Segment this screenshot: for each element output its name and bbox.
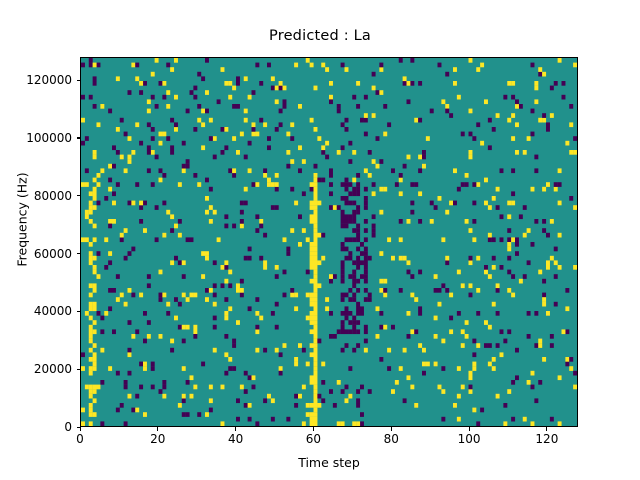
y-tick-mark [76,79,80,81]
y-tick-mark [76,426,80,428]
x-tick-label: 100 [457,432,481,446]
x-tick-label: 40 [227,432,244,446]
y-tick-mark [76,310,80,312]
x-tick-mark [546,427,548,431]
heatmap-axes [80,57,578,427]
x-tick-mark [390,427,392,431]
x-tick-mark [157,427,159,431]
y-tick-mark [76,253,80,255]
y-tick-label: 20000 [33,362,72,377]
x-tick-label: 0 [76,432,84,446]
x-tick-mark [312,427,315,431]
x-axis-label: Time step [298,455,360,470]
y-tick-mark [76,195,80,197]
y-tick-mark [76,137,80,139]
x-tick-label: 120 [535,432,559,446]
y-tick-label: 80000 [33,188,72,203]
y-tick-label: 60000 [33,246,72,261]
y-axis-label: Frequency (Hz) [14,172,30,267]
heatmap-image [81,58,577,426]
x-tick-label: 60 [305,432,322,446]
y-tick-label: 100000 [26,130,72,145]
y-tick-label: 0 [64,420,72,434]
y-tick-label: 40000 [33,304,72,319]
chart-title: Predicted : La [269,28,371,44]
x-tick-mark [468,427,470,431]
y-tick-mark [76,368,80,370]
x-tick-label: 80 [383,432,399,446]
y-tick-label: 120000 [26,73,72,88]
x-tick-mark [235,427,237,431]
x-tick-label: 20 [150,432,166,446]
x-tick-mark [79,427,81,431]
